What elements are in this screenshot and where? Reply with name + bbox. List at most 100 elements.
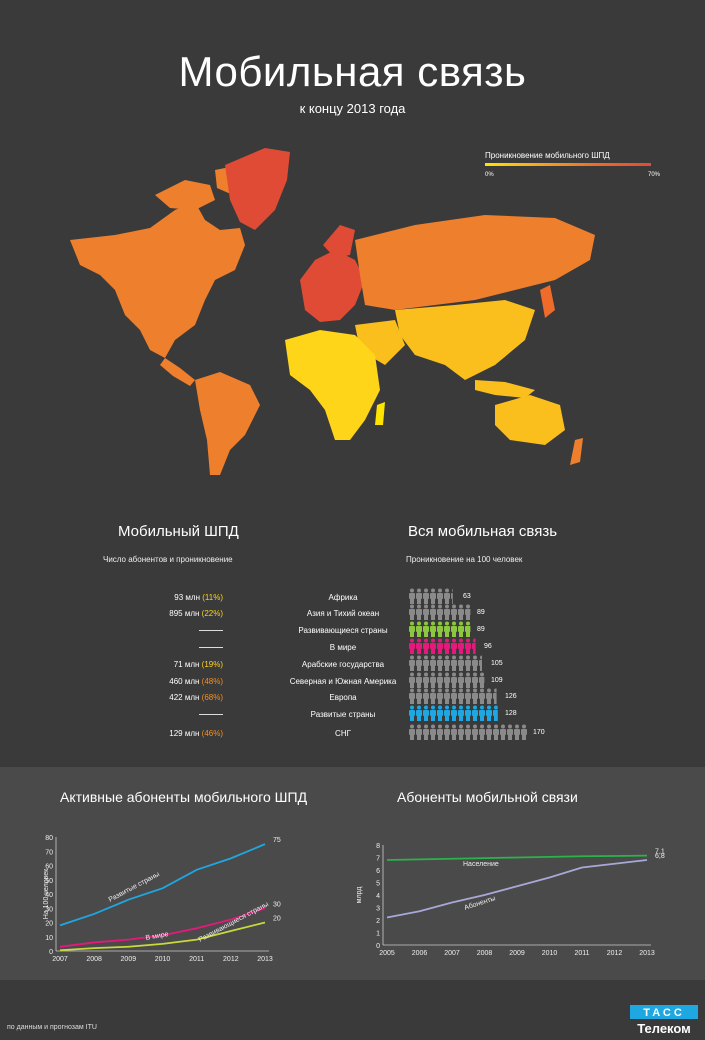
person-icon [472, 638, 476, 654]
person-icon [444, 655, 450, 671]
x-tick-label: 2010 [155, 956, 171, 963]
no-data-dash [199, 714, 223, 716]
x-tick-label: 2008 [477, 950, 493, 957]
series-end-label: 7,1 [655, 849, 665, 856]
y-tick-label: 3 [376, 906, 380, 913]
person-icon [479, 688, 485, 704]
x-tick-label: 2009 [509, 950, 525, 957]
logo-bottom-text: Телеком [637, 1021, 691, 1036]
person-icon [430, 705, 436, 721]
y-tick-label: 4 [376, 893, 380, 900]
region-label: Азия и Тихий океан [306, 609, 380, 618]
left-section-subtitle: Число абонентов и проникновение [103, 555, 233, 564]
row-abs-value: 895 млн (22%) [103, 609, 223, 618]
series-name-label: Население [463, 861, 499, 868]
abs-percent: (46%) [201, 729, 223, 738]
person-icon [493, 688, 497, 704]
person-icon [451, 621, 457, 637]
charts-panel: Активные абоненты мобильного ШПД Абонент… [0, 767, 705, 980]
series-end-label: 20 [273, 916, 281, 923]
series-line [386, 859, 648, 919]
series-line [59, 843, 266, 927]
y-tick-label: 7 [376, 856, 380, 863]
person-icon [444, 588, 450, 604]
person-icon [423, 672, 429, 688]
person-icon [465, 604, 471, 620]
person-icon [416, 638, 422, 654]
penetration-value: 89 [477, 608, 485, 616]
person-icon [479, 655, 482, 671]
person-icon [409, 705, 415, 721]
y-tick-label: 40 [45, 892, 53, 899]
row-abs-value: 460 млн (48%) [103, 677, 223, 686]
x-tick-label: 2013 [257, 956, 273, 963]
person-icon [458, 688, 464, 704]
person-icon [430, 588, 436, 604]
map-legend-max: 70% [648, 172, 661, 178]
abs-percent: (11%) [202, 593, 223, 602]
penetration-value: 105 [491, 659, 503, 667]
person-icon [444, 724, 450, 740]
person-icon [458, 724, 464, 740]
person-icon [416, 588, 422, 604]
series-name-label: В мире [145, 931, 169, 942]
x-tick-label: 2005 [379, 950, 395, 957]
penetration-value: 89 [477, 625, 485, 633]
person-icon [430, 638, 436, 654]
person-icon [472, 705, 478, 721]
row-abs-value: 93 млн (11%) [103, 593, 223, 602]
person-icon [451, 688, 457, 704]
penetration-pictogram: 63 [408, 588, 471, 604]
person-icon [430, 724, 436, 740]
person-icon [416, 604, 422, 620]
region-label: Развитые страны [310, 710, 376, 719]
person-icon [465, 655, 471, 671]
person-icon [465, 621, 471, 637]
person-icon [423, 588, 429, 604]
person-icon [451, 724, 457, 740]
person-icon [451, 655, 457, 671]
region-label: Арабские государства [301, 660, 385, 669]
person-icon [479, 724, 485, 740]
series-line [386, 854, 648, 861]
person-icon [437, 655, 443, 671]
penetration-value: 109 [491, 676, 503, 684]
person-icon [458, 705, 464, 721]
source-note: по данным и прогнозам ITU [7, 1024, 97, 1031]
series-end-label: 6,8 [655, 853, 665, 860]
person-icon [416, 724, 422, 740]
x-tick-label: 2012 [607, 950, 623, 957]
person-icon [465, 672, 471, 688]
abs-count: 129 млн [169, 729, 200, 738]
y-tick-label: 50 [45, 878, 53, 885]
person-icon [409, 638, 415, 654]
x-tick-label: 2006 [412, 950, 428, 957]
person-icon [444, 688, 450, 704]
person-icon [423, 705, 429, 721]
y-tick-label: 1 [376, 931, 380, 938]
x-tick-label: 2007 [52, 956, 68, 963]
abs-count: 71 млн [173, 660, 200, 669]
person-icon [409, 672, 415, 688]
person-icon [423, 604, 429, 620]
x-tick-label: 2007 [444, 950, 460, 957]
person-icons [409, 588, 453, 604]
abs-count: 460 млн [169, 677, 200, 686]
y-tick-label: 70 [45, 849, 53, 856]
y-tick-label: 80 [45, 835, 53, 842]
person-icons [409, 672, 485, 688]
x-tick-label: 2012 [223, 956, 239, 963]
row-abs-value: 71 млн (19%) [103, 660, 223, 669]
person-icon [409, 588, 415, 604]
person-icon [423, 638, 429, 654]
map-central-america [160, 358, 195, 386]
map-madagascar [375, 402, 385, 425]
series-name-label: Развивающиеся страны [198, 901, 270, 944]
region-label: Северная и Южная Америка [289, 677, 397, 686]
person-icon [472, 672, 478, 688]
world-map [70, 148, 595, 475]
y-tick-label: 2 [376, 918, 380, 925]
right-section-title: Вся мобильная связь [408, 523, 558, 540]
person-icon [472, 655, 478, 671]
y-tick-label: 5 [376, 881, 380, 888]
